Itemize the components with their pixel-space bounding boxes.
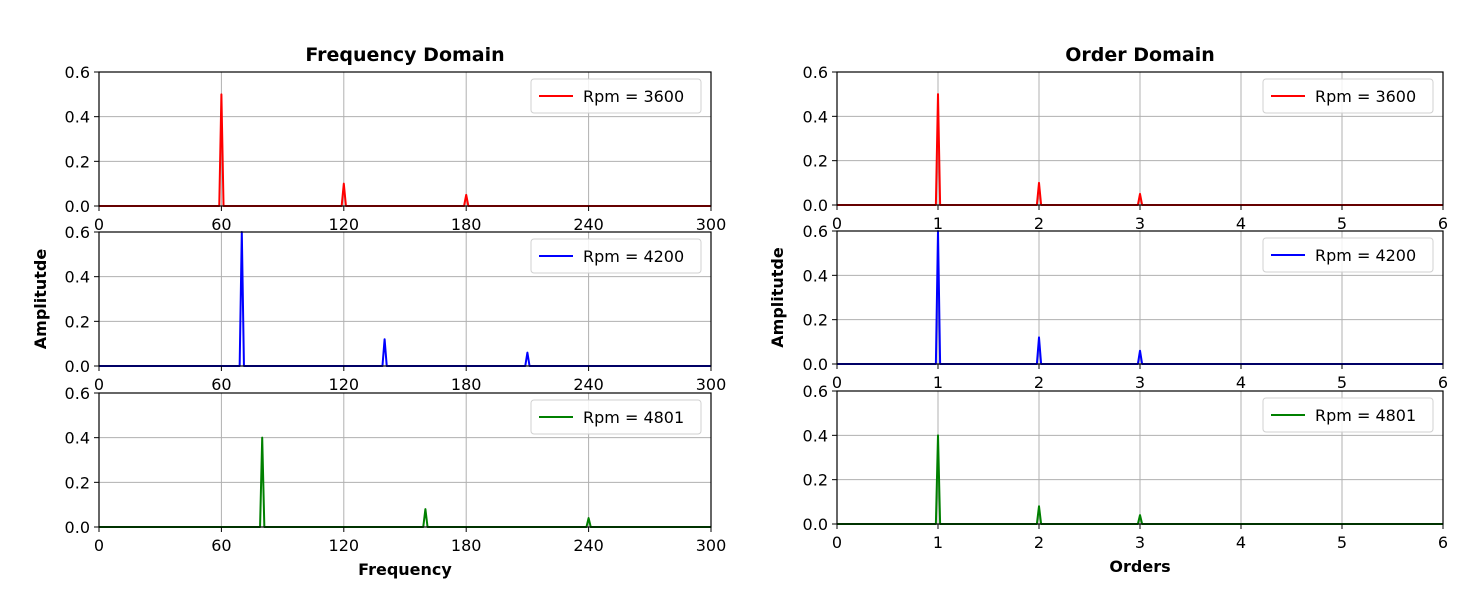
x-tick-label: 300 [696, 375, 727, 394]
x-tick-label: 0 [832, 373, 842, 392]
x-tick-label: 0 [94, 215, 104, 234]
panel-1: 0.0 0.2 0.4 0.6 0 1 2 3 4 5 6 Rpm = 3600 [803, 63, 1449, 233]
y-tick-label: 0.2 [65, 473, 90, 492]
y-tick-label: 0.4 [65, 108, 90, 127]
y-tick-label: 0.0 [803, 196, 828, 215]
x-tick-label: 1 [933, 214, 943, 233]
y-tick-label: 0.4 [65, 429, 90, 448]
x-tick-label: 6 [1438, 214, 1448, 233]
legend-label: Rpm = 4200 [583, 247, 684, 266]
y-tick-label: 0.0 [65, 518, 90, 537]
x-tick-label: 120 [329, 375, 360, 394]
panel-3: 0.0 0.2 0.4 0.6 0 60 120 180 240 300 Rpm = 4801 [65, 384, 727, 555]
x-tick-label: 0 [832, 214, 842, 233]
legend-box [530, 399, 702, 435]
legend-box [1262, 78, 1434, 114]
x-tick-label: 4 [1236, 214, 1246, 233]
y-tick-label: 0.6 [65, 384, 90, 403]
y-tick-label: 0.4 [803, 426, 828, 445]
x-tick-label: 4 [1236, 373, 1246, 392]
x-tick-label: 240 [573, 215, 604, 234]
axes-frame [98, 231, 712, 367]
x-tick-label: 60 [211, 536, 231, 555]
x-tick-label: 300 [696, 536, 727, 555]
x-tick-label: 300 [696, 215, 727, 234]
x-tick-label: 0 [94, 536, 104, 555]
y-tick-label: 0.0 [803, 355, 828, 374]
x-tick-label: 0 [94, 375, 104, 394]
y-tick-label: 0.0 [65, 357, 90, 376]
y-tick-label: 0.6 [803, 222, 828, 241]
y-tick-label: 0.0 [65, 197, 90, 216]
y-tick-label: 0.6 [65, 223, 90, 242]
y-tick-label: 0.2 [65, 152, 90, 171]
y-axis-label: Amplitutde [768, 247, 787, 348]
x-tick-label: 2 [1034, 533, 1044, 552]
y-tick-label: 0.6 [803, 63, 828, 82]
legend: Rpm = 3600 [1262, 78, 1434, 114]
legend-label: Rpm = 3600 [1315, 87, 1416, 106]
legend: Rpm = 3600 [530, 78, 702, 114]
x-tick-label: 180 [451, 215, 482, 234]
y-tick-label: 0.2 [65, 312, 90, 331]
panel-3: 0.0 0.2 0.4 0.6 0 1 2 3 4 5 6 Rpm = 4801 [803, 382, 1449, 552]
y-axis-label: Amplitutde [31, 249, 50, 350]
legend: Rpm = 4200 [1262, 237, 1434, 273]
x-tick-label: 5 [1337, 214, 1347, 233]
y-tick-label: 0.2 [803, 311, 828, 330]
x-tick-label: 3 [1135, 373, 1145, 392]
x-tick-label: 120 [329, 215, 360, 234]
legend-label: Rpm = 3600 [583, 87, 684, 106]
x-tick-label: 2 [1034, 214, 1044, 233]
x-tick-label: 180 [451, 536, 482, 555]
panel-1: 0.0 0.2 0.4 0.6 0 60 120 180 240 300 Rpm = 3600 [65, 63, 727, 234]
x-tick-label: 1 [933, 533, 943, 552]
x-tick-label: 120 [329, 536, 360, 555]
chart-2: Order Domain Orders Amplitutde 0.0 0.2 0.4 0.6… [768, 44, 1448, 576]
x-axis-label: Orders [1109, 557, 1170, 576]
x-tick-label: 1 [933, 373, 943, 392]
y-tick-label: 0.6 [803, 382, 828, 401]
x-tick-label: 0 [832, 533, 842, 552]
panel-2: 0.0 0.2 0.4 0.6 0 60 120 180 240 300 Rpm = 4200 [65, 223, 727, 394]
y-tick-label: 0.4 [65, 268, 90, 287]
x-tick-label: 60 [211, 215, 231, 234]
legend-label: Rpm = 4801 [1315, 406, 1416, 425]
x-tick-label: 60 [211, 375, 231, 394]
chart-1: Frequency DomainFrequencyAmplitutde0.00.… [31, 44, 726, 579]
y-tick-label: 0.4 [803, 266, 828, 285]
x-tick-label: 180 [451, 375, 482, 394]
y-tick-label: 0.2 [803, 471, 828, 490]
y-tick-label: 0.4 [803, 107, 828, 126]
chart-title: Frequency Domain [305, 44, 504, 66]
legend-label: Rpm = 4200 [1315, 246, 1416, 265]
axes-frame [98, 392, 712, 528]
x-tick-label: 5 [1337, 533, 1347, 552]
axes-frame [98, 71, 712, 207]
x-tick-label: 6 [1438, 373, 1448, 392]
x-tick-label: 3 [1135, 533, 1145, 552]
panel-2: 0.0 0.2 0.4 0.6 0 1 2 3 4 5 6 Rpm = 4200 [803, 222, 1449, 392]
chart-title: Order Domain [1065, 44, 1214, 66]
legend-box [530, 78, 702, 114]
legend: Rpm = 4200 [530, 238, 702, 274]
legend-box [1262, 397, 1434, 433]
x-tick-label: 3 [1135, 214, 1145, 233]
x-axis-label: Frequency [358, 560, 452, 579]
x-tick-label: 240 [573, 536, 604, 555]
x-tick-label: 2 [1034, 373, 1044, 392]
legend-box [1262, 237, 1434, 273]
y-tick-label: 0.6 [65, 63, 90, 82]
x-tick-label: 5 [1337, 373, 1347, 392]
y-tick-label: 0.0 [803, 515, 828, 534]
x-tick-label: 6 [1438, 533, 1448, 552]
legend-box [530, 238, 702, 274]
legend: Rpm = 4801 [1262, 397, 1434, 433]
x-tick-label: 4 [1236, 533, 1246, 552]
x-tick-label: 240 [573, 375, 604, 394]
legend: Rpm = 4801 [530, 399, 702, 435]
legend-label: Rpm = 4801 [583, 408, 684, 427]
y-tick-label: 0.2 [803, 152, 828, 171]
